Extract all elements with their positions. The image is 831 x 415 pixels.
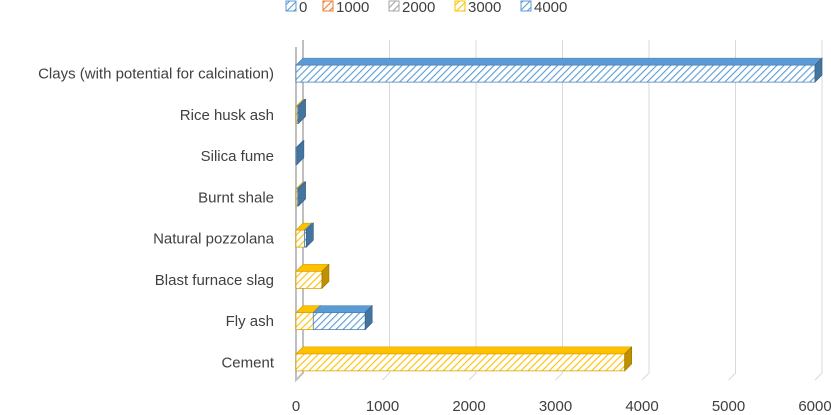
bar-silica-fume-4000: [295, 139, 305, 166]
bar-fly-ash-4000: [312, 304, 373, 331]
gridline: [555, 40, 563, 381]
bar-blast-furnace-slag-3000: [295, 263, 330, 290]
gridline: [814, 40, 823, 381]
legend-label-1000: 1000: [336, 0, 369, 16]
legend-swatch-4000: [520, 0, 532, 12]
legend-swatch-2000: [388, 0, 400, 12]
x-tick-label: 2000: [452, 398, 485, 415]
category-label: Silica fume: [201, 148, 274, 165]
category-label: Natural pozzolana: [153, 231, 275, 248]
bar-clays-with-potential-for-calcination--4000: [295, 57, 823, 83]
x-tick-label: 6000: [798, 398, 831, 415]
bar-natural-pozzolana-4000: [303, 222, 315, 248]
chart-floor: [295, 40, 304, 383]
legend: 0 1000 2000 3000 4000: [285, 0, 567, 16]
y-axis-wall: [295, 40, 304, 383]
gridline: [468, 40, 477, 381]
category-label: Clays (with potential for calcination): [38, 66, 274, 83]
legend-label-4000: 4000: [534, 0, 567, 16]
bar-burnt-shale-4000: [296, 181, 307, 207]
category-label: Blast furnace slag: [155, 272, 274, 289]
legend-label-3000: 3000: [468, 0, 501, 16]
category-label: Rice husk ash: [180, 107, 274, 124]
gridline: [382, 40, 390, 381]
category-label: Fly ash: [226, 313, 274, 330]
x-tick-label: 1000: [366, 398, 399, 415]
legend-label-2000: 2000: [402, 0, 435, 16]
gridline: [728, 40, 736, 381]
bar-cement-3000: [295, 346, 633, 372]
x-tick-label: 5000: [712, 398, 745, 415]
grid: [295, 40, 823, 381]
x-tick-label: 4000: [625, 398, 658, 415]
category-label: Cement: [221, 354, 274, 371]
x-tick-label: 3000: [539, 398, 572, 415]
gridline: [641, 40, 650, 381]
bars: [295, 57, 823, 372]
x-tick-label: 0: [292, 398, 300, 415]
legend-label-0: 0: [299, 0, 307, 16]
category-labels: Clays (with potential for calcination) Ri…: [38, 66, 275, 372]
legend-swatch-0: [285, 0, 297, 12]
legend-swatch-3000: [454, 0, 466, 12]
category-label: Burnt shale: [198, 189, 274, 206]
bar-rice-husk-ash-4000: [296, 98, 307, 125]
x-tick-labels: 0 1000 2000 3000 4000 5000 6000: [292, 398, 831, 415]
legend-swatch-1000: [322, 0, 334, 12]
